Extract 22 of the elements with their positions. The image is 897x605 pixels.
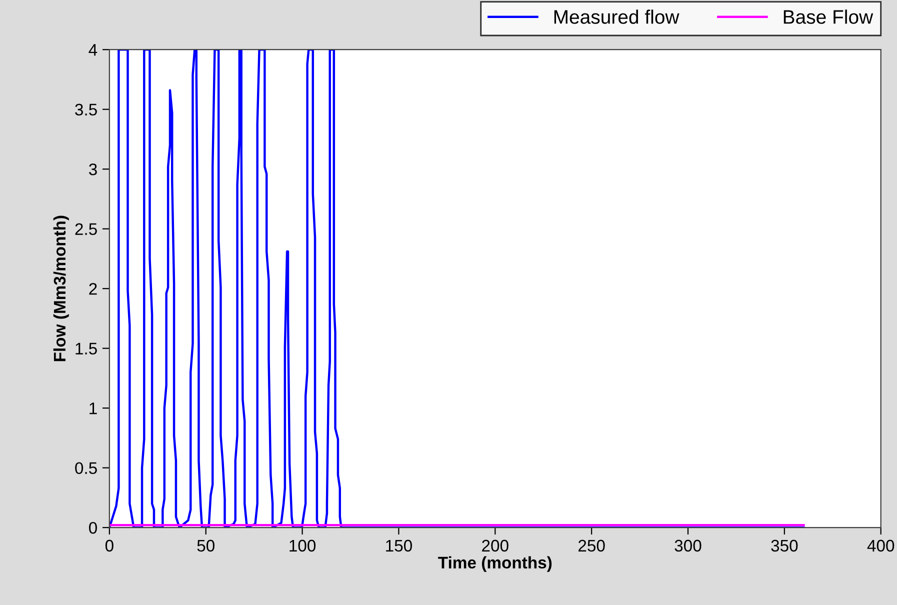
y-tick-label: 0.5 [75,462,97,474]
y-tick-label: 3 [88,164,97,176]
legend-label: Base Flow [784,10,874,24]
y-tick-label: 1 [90,402,97,414]
y-axis-title: Flow (Mm3/month) [53,216,69,362]
x-tick-label: 0 [105,540,114,552]
x-tick-label: 350 [771,540,798,552]
y-tick-label: 3.5 [75,104,97,116]
y-tick-label: 0 [89,522,97,534]
legend-label: Measured flow [554,10,680,24]
y-tick-label: 2.5 [75,223,97,236]
x-tick-label: 50 [197,540,214,552]
x-axis-title: Time (months) [438,556,552,572]
y-tick-label: 4 [88,44,98,56]
x-tick-label: 250 [578,540,605,552]
x-tick-label: 400 [867,540,894,552]
x-tick-label: 200 [482,540,508,552]
x-tick-label: 150 [386,540,412,552]
y-tick-label: 1.5 [76,342,97,355]
x-tick-label: 100 [290,540,316,552]
x-tick-label: 300 [674,540,702,552]
y-tick-label: 2 [89,282,97,295]
